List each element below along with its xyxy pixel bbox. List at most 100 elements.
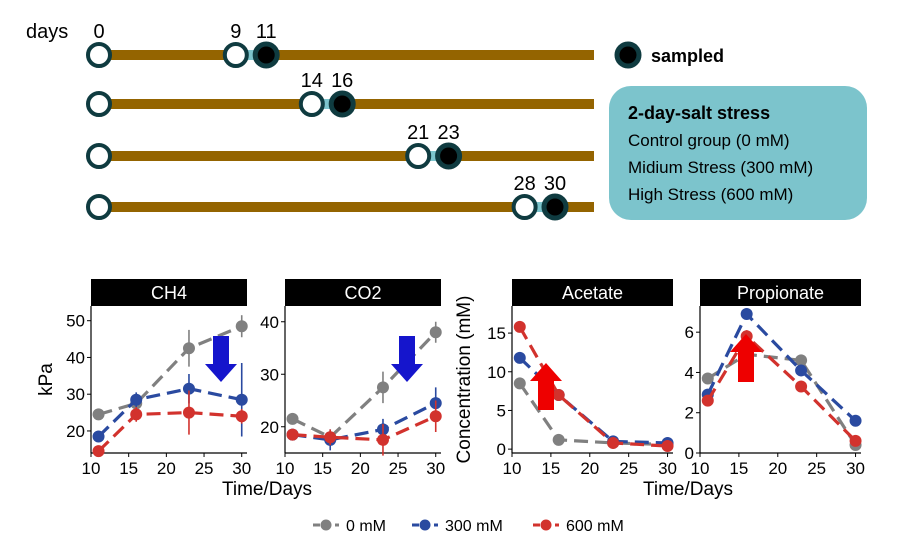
panel-propionate: Propionate 0 2 4 6 10 15 20 25 30 — [685, 279, 865, 478]
increase-arrow-icon — [730, 334, 762, 382]
salt-stress-info-box: 2-day-salt stress Control group (0 mM) M… — [609, 86, 867, 220]
x-axis-label-left: Time/Days — [222, 479, 312, 500]
x-tick-label: 25 — [195, 459, 214, 478]
data-point — [849, 414, 862, 427]
data-point — [130, 393, 143, 406]
series-line-600-mM — [292, 414, 437, 442]
panel-title-co2: CO2 — [344, 283, 381, 303]
timeline-label-day-16: 16 — [331, 70, 353, 92]
y-tick-label: 0 — [497, 440, 506, 459]
timeline-start-marker-2 — [86, 143, 112, 169]
data-point — [429, 326, 442, 339]
x-tick-label: 10 — [503, 459, 522, 478]
panel-strip-1 — [285, 279, 441, 306]
increase-arrow-icon — [530, 363, 562, 410]
data-point — [182, 406, 195, 419]
timeline-start-marker-0 — [86, 42, 112, 68]
data-point — [795, 364, 808, 377]
panel-strip-2 — [512, 279, 673, 306]
series-line-600-mM — [518, 326, 668, 448]
legend-marker-0 — [320, 519, 332, 531]
data-point — [552, 388, 565, 401]
data-point — [795, 380, 808, 393]
y-tick-label: 20 — [260, 418, 279, 437]
timeline-label-day-30: 30 — [544, 173, 566, 195]
series-line-300-mM — [97, 387, 243, 438]
data-point — [376, 381, 389, 394]
x-tick-label: 25 — [389, 459, 408, 478]
timeline-label-day-28: 28 — [513, 173, 535, 195]
data-point — [513, 377, 526, 390]
timeline-label-day-0: 0 — [93, 21, 104, 43]
info-box-line-medium: Midium Stress (300 mM) — [628, 158, 813, 177]
data-point — [376, 433, 389, 446]
x-tick-label: 30 — [426, 459, 445, 478]
data-point — [795, 354, 808, 367]
timeline-start-marker-3 — [86, 194, 112, 220]
panel-co2: CO2 20 30 40 10 15 20 25 30 — [260, 279, 445, 478]
y-tick-label: 0 — [685, 444, 694, 463]
timeline-stress-start-marker-2 — [405, 143, 432, 169]
timeline-label-day-14: 14 — [301, 70, 323, 92]
y-tick-label: 2 — [685, 404, 694, 423]
y-tick-label: 15 — [487, 324, 506, 343]
data-point — [286, 412, 299, 425]
data-point — [286, 428, 299, 441]
info-box-title: 2-day-salt stress — [628, 103, 770, 123]
timeline-stress-start-marker-0 — [222, 42, 249, 68]
x-tick-label: 30 — [658, 459, 677, 478]
x-tick-label: 10 — [82, 459, 101, 478]
series-line-300-mM — [706, 311, 857, 422]
series-line-0-mM — [706, 352, 857, 446]
timeline-sampled-marker-2 — [435, 142, 463, 170]
x-tick-label: 20 — [157, 459, 176, 478]
timeline-stress-start-marker-1 — [298, 91, 325, 117]
timeline-axis-label: days — [26, 21, 68, 43]
x-tick-label: 25 — [807, 459, 826, 478]
x-tick-label: 30 — [846, 459, 865, 478]
data-point — [235, 320, 248, 333]
y-tick-label: 10 — [487, 363, 506, 382]
decrease-arrow-icon — [205, 336, 237, 382]
timeline-sampled-marker-0 — [252, 41, 280, 69]
timeline-sampled-marker-1 — [328, 90, 356, 118]
y-tick-label: 40 — [66, 348, 85, 367]
x-tick-label: 25 — [619, 459, 638, 478]
data-point — [429, 410, 442, 423]
y-axis-label: kPa — [36, 363, 57, 396]
y-tick-label: 6 — [685, 323, 694, 342]
legend-label-1: 300 mM — [445, 518, 503, 535]
x-tick-label: 20 — [580, 459, 599, 478]
x-tick-label: 15 — [729, 459, 748, 478]
data-point — [182, 342, 195, 355]
legend-marker-2 — [540, 519, 552, 531]
timeline-label-day-21: 21 — [407, 122, 429, 144]
data-point — [235, 410, 248, 423]
data-point — [607, 436, 620, 449]
x-tick-label: 30 — [232, 459, 251, 478]
x-tick-label: 10 — [276, 459, 295, 478]
timeline-label-day-11: 11 — [256, 21, 277, 43]
timeline-sampled-marker-3 — [541, 193, 569, 221]
y-tick-label: 30 — [66, 385, 85, 404]
data-point — [235, 393, 248, 406]
panel-title-propionate: Propionate — [737, 283, 824, 303]
x-tick-label: 10 — [691, 459, 710, 478]
decrease-arrow-icon — [391, 336, 423, 382]
x-axis-label-right: Time/Days — [643, 479, 733, 500]
data-point — [92, 445, 105, 458]
data-point — [849, 434, 862, 447]
series-line-600-mM — [97, 410, 242, 453]
data-point — [701, 372, 714, 385]
timeline-start-marker-1 — [86, 91, 112, 117]
data-point — [552, 433, 565, 446]
timeline-label-day-23: 23 — [437, 122, 459, 144]
info-box-background — [609, 86, 867, 220]
data-point — [513, 351, 526, 364]
x-tick-label: 20 — [768, 459, 787, 478]
legend: 0 mM 300 mM 600 mM — [313, 518, 624, 535]
y-tick-label: 50 — [66, 312, 85, 331]
data-point — [661, 440, 674, 453]
data-point — [92, 430, 105, 443]
